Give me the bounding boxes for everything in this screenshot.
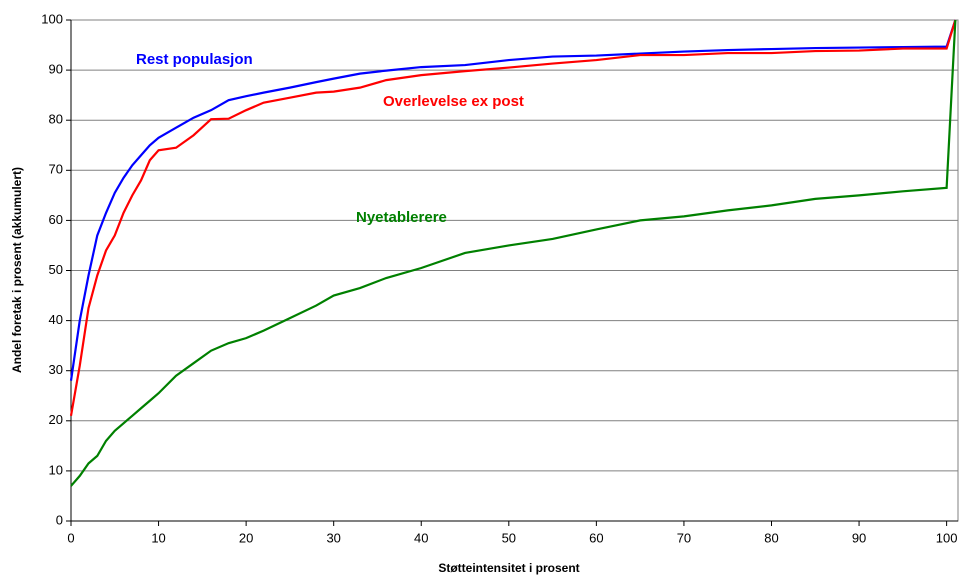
x-tick-label: 80 [764,530,778,545]
x-tick-label: 20 [239,530,253,545]
x-tick-label: 10 [151,530,165,545]
y-axis-title: Andel foretak i prosent (akkumulert) [10,167,24,373]
x-tick-label: 90 [852,530,866,545]
series-label: Rest populasjon [136,51,253,68]
y-tick-label: 0 [56,512,63,527]
x-tick-label: 0 [67,530,74,545]
x-tick-label: 40 [414,530,428,545]
x-tick-label: 100 [936,530,958,545]
series-line [69,19,957,416]
series-label: Nyetablerere [356,209,447,226]
y-tick-label: 100 [41,11,63,26]
series-label: Overlevelse ex post [383,93,524,110]
series-line [69,19,957,381]
x-tick-label: 60 [589,530,603,545]
y-tick-label: 80 [49,112,63,127]
x-axis-title: Støtteintensitet i prosent [438,561,579,575]
y-tick-label: 70 [49,162,63,177]
y-tick-label: 50 [49,262,63,277]
y-tick-label: 60 [49,212,63,227]
x-tick-label: 30 [326,530,340,545]
y-tick-label: 40 [49,312,63,327]
x-tick-label: 50 [502,530,516,545]
y-tick-label: 10 [49,462,63,477]
y-tick-label: 20 [49,412,63,427]
y-tick-label: 30 [49,362,63,377]
x-tick-label: 70 [677,530,691,545]
series-line [70,19,957,487]
y-tick-label: 90 [49,62,63,77]
